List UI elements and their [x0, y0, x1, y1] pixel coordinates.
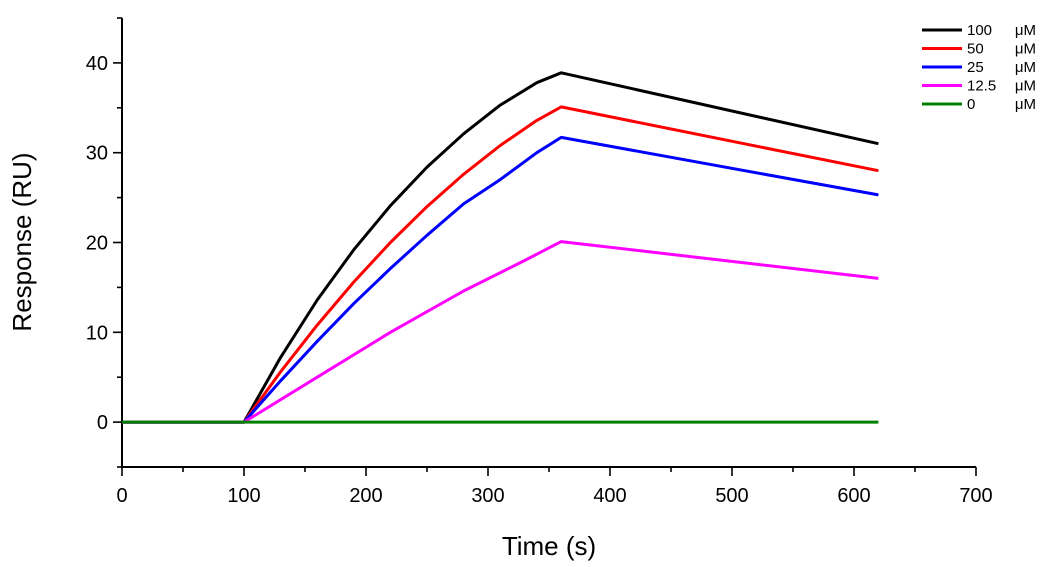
legend-value: 50 [967, 41, 984, 58]
series-line-12-5-uM [122, 240, 879, 424]
x-tick-label: 200 [349, 485, 382, 507]
series-lines [122, 71, 879, 424]
legend-unit: μM [1015, 59, 1036, 76]
y-tick-label: 10 [86, 322, 108, 344]
legend-value: 25 [967, 59, 984, 76]
x-tick-label: 100 [227, 485, 260, 507]
tick-labels: 0 100 200 300 400 500 600 700 0 10 20 30 40 [86, 53, 993, 507]
y-tick-label: 40 [86, 53, 108, 75]
x-tick-label: 400 [593, 485, 626, 507]
legend-unit: μM [1015, 22, 1036, 39]
x-tick-label: 0 [116, 485, 127, 507]
legend-value: 12.5 [967, 78, 996, 95]
x-tick-label: 300 [471, 485, 504, 507]
legend-unit: μM [1015, 78, 1036, 95]
y-tick-label: 0 [97, 412, 108, 434]
legend-unit: μM [1015, 96, 1036, 113]
series-line-100-uM [122, 71, 879, 424]
x-axis-label: Time (s) [502, 531, 596, 561]
legend: 100 μM 50 μM 25 μM 12.5 μM 0 μM [922, 22, 1036, 113]
series-line-50-uM [122, 105, 879, 424]
axes [121, 18, 976, 468]
y-tick-label: 30 [86, 143, 108, 165]
y-axis-label: Response (RU) [7, 152, 37, 331]
series-line-25-uM [122, 135, 879, 424]
ticks [113, 17, 977, 476]
legend-value: 0 [967, 96, 975, 113]
x-tick-label: 700 [959, 485, 992, 507]
y-tick-label: 20 [86, 233, 108, 255]
x-tick-label: 600 [837, 485, 870, 507]
x-tick-label: 500 [715, 485, 748, 507]
legend-value: 100 [967, 22, 992, 39]
legend-unit: μM [1015, 41, 1036, 58]
